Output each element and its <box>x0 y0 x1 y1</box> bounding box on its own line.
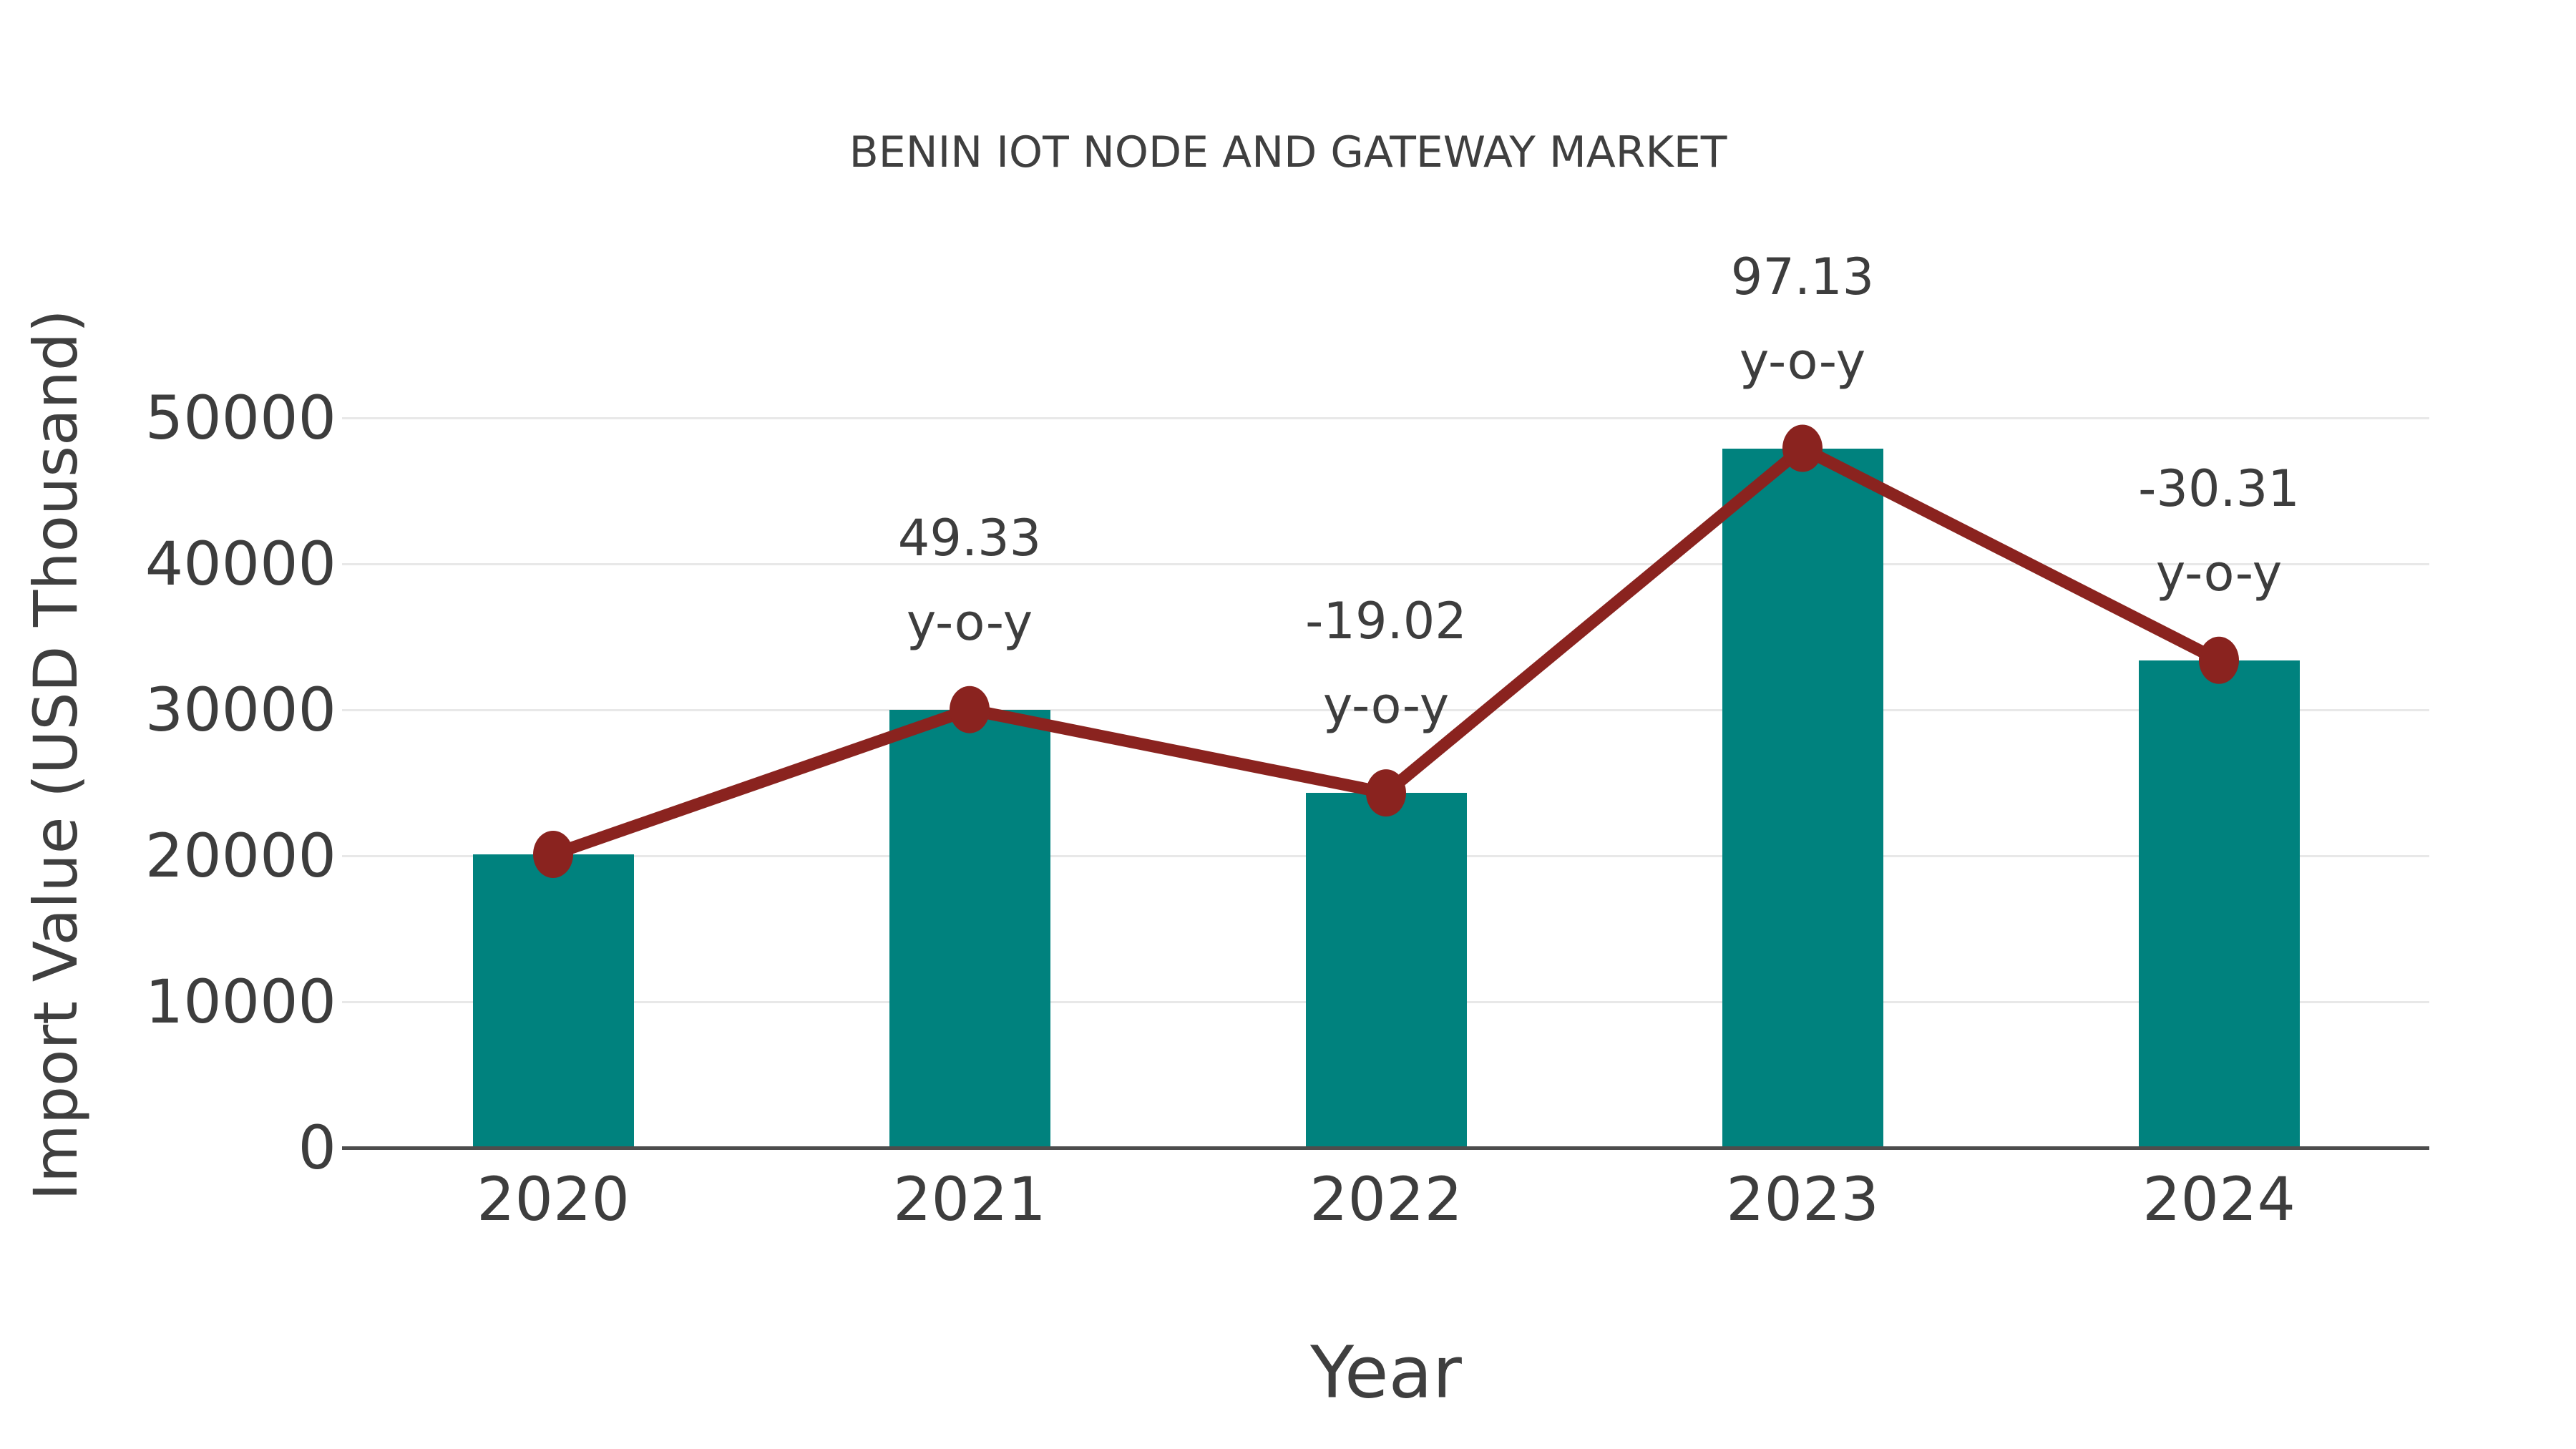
gridline-40000 <box>342 562 2429 565</box>
y-tick-label-0: 0 <box>298 1113 336 1183</box>
annotation-value-2024: -30.31 <box>2138 459 2300 518</box>
bar-2020 <box>472 854 634 1148</box>
annotation-value-2023: 97.13 <box>1730 247 1875 306</box>
bar-2023 <box>1722 448 1883 1148</box>
x-tick-label-2022: 2022 <box>1309 1164 1463 1234</box>
x-tick-label-2020: 2020 <box>477 1164 630 1234</box>
x-tick-label-2024: 2024 <box>2142 1164 2296 1234</box>
annotation-suffix-2023: y-o-y <box>1739 331 1866 391</box>
y-tick-label-50000: 50000 <box>145 383 336 453</box>
annotation-suffix-2022: y-o-y <box>1322 676 1450 736</box>
y-tick-label-10000: 10000 <box>145 967 336 1037</box>
x-tick-label-2023: 2023 <box>1726 1164 1879 1234</box>
bar-2022 <box>1305 793 1467 1148</box>
annotation-value-2021: 49.33 <box>897 508 1042 567</box>
gridline-50000 <box>342 416 2429 419</box>
x-axis-line <box>342 1146 2429 1150</box>
x-tick-label-2021: 2021 <box>893 1164 1046 1234</box>
x-axis-label: Year <box>1310 1330 1462 1415</box>
chart-title: BENIN IOT NODE AND GATEWAY MARKET <box>849 127 1727 177</box>
y-tick-label-20000: 20000 <box>145 821 336 891</box>
bar-2021 <box>889 709 1050 1148</box>
bar-2024 <box>2138 660 2300 1148</box>
y-tick-label-40000: 40000 <box>145 529 336 599</box>
y-tick-label-30000: 30000 <box>145 675 336 745</box>
annotation-value-2022: -19.02 <box>1305 592 1467 651</box>
annotation-suffix-2021: y-o-y <box>906 592 1033 652</box>
annotation-suffix-2024: y-o-y <box>2155 543 2283 602</box>
